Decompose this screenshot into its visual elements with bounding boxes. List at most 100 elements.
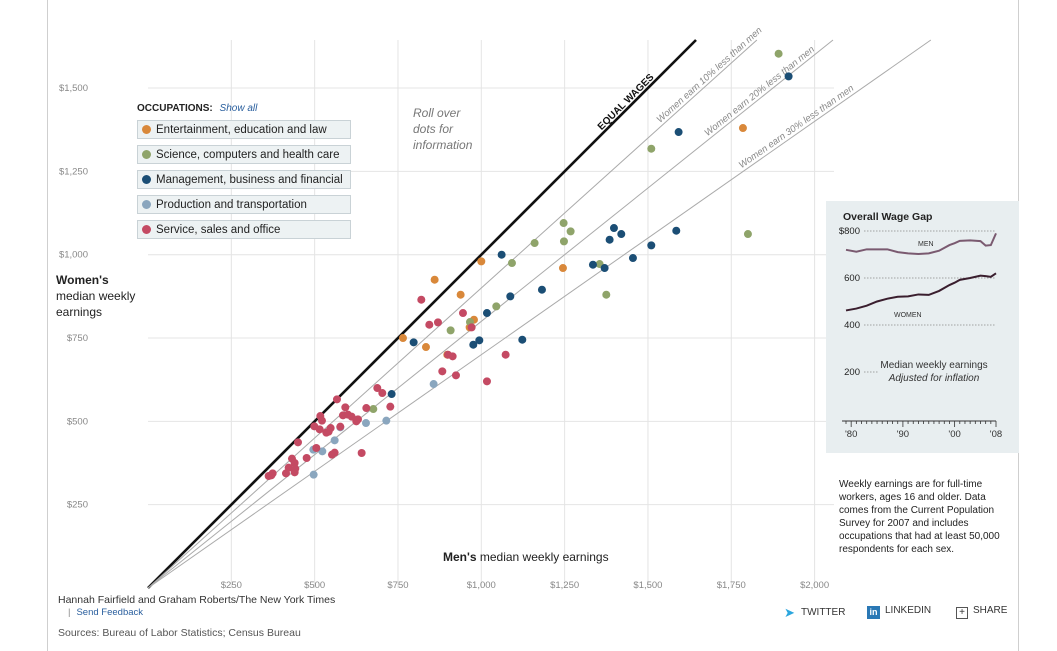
y-tick-label: $250: [67, 500, 88, 511]
legend-item-service[interactable]: Service, sales and office: [137, 220, 351, 239]
data-point[interactable]: [482, 377, 491, 386]
legend-item-entertainment[interactable]: Entertainment, education and law: [137, 120, 351, 139]
data-point[interactable]: [317, 416, 326, 425]
data-point[interactable]: [284, 463, 293, 472]
x-tick-label: $1,750: [717, 580, 746, 591]
data-point[interactable]: [421, 343, 430, 352]
data-point[interactable]: [382, 416, 391, 425]
linkedin-icon: in: [867, 606, 880, 619]
data-point[interactable]: [600, 264, 609, 273]
data-point[interactable]: [507, 259, 516, 268]
y-tick-label: $1,000: [59, 250, 88, 261]
inset-caption-1: Median weekly earnings: [880, 360, 987, 371]
y-tick-label: $1,500: [59, 83, 88, 94]
x-axis-label-bold: Men's: [443, 550, 477, 564]
data-point[interactable]: [302, 454, 311, 463]
data-point[interactable]: [446, 326, 455, 335]
data-point[interactable]: [341, 403, 350, 412]
x-axis-label: Men's median weekly earnings: [443, 550, 609, 564]
data-point[interactable]: [559, 219, 568, 228]
data-point[interactable]: [318, 447, 327, 456]
linkedin-share-button[interactable]: in LINKEDIN: [867, 605, 931, 619]
data-point[interactable]: [672, 226, 681, 235]
data-point[interactable]: [467, 323, 476, 332]
data-point[interactable]: [492, 302, 501, 311]
data-point[interactable]: [628, 254, 637, 263]
data-point[interactable]: [482, 309, 491, 318]
data-point[interactable]: [566, 227, 575, 236]
data-point[interactable]: [530, 239, 539, 248]
legend-item-management[interactable]: Management, business and financial: [137, 170, 351, 189]
data-point[interactable]: [361, 419, 370, 428]
data-point[interactable]: [558, 264, 567, 273]
data-point[interactable]: [429, 380, 438, 389]
data-point[interactable]: [387, 390, 396, 399]
data-point[interactable]: [559, 237, 568, 246]
data-point[interactable]: [312, 444, 321, 453]
data-point[interactable]: [293, 438, 302, 447]
data-point[interactable]: [398, 334, 407, 343]
data-point[interactable]: [268, 469, 277, 478]
data-point[interactable]: [378, 389, 387, 398]
data-point[interactable]: [330, 448, 339, 457]
data-point[interactable]: [290, 468, 299, 477]
show-all-link[interactable]: Show all: [219, 103, 258, 114]
x-tick-label: $500: [304, 580, 325, 591]
data-point[interactable]: [588, 260, 597, 269]
data-point[interactable]: [425, 320, 434, 329]
data-point[interactable]: [456, 290, 465, 299]
data-point[interactable]: [386, 402, 395, 411]
data-point[interactable]: [497, 250, 506, 259]
data-point[interactable]: [647, 241, 656, 250]
data-point[interactable]: [451, 371, 460, 380]
legend-item-production[interactable]: Production and transportation: [137, 195, 351, 214]
data-point[interactable]: [357, 449, 366, 458]
data-point[interactable]: [336, 422, 345, 431]
data-point[interactable]: [475, 336, 484, 345]
data-point[interactable]: [617, 230, 626, 239]
data-point[interactable]: [409, 338, 418, 347]
data-point[interactable]: [433, 318, 442, 327]
data-point[interactable]: [448, 352, 457, 361]
data-point[interactable]: [605, 235, 614, 244]
methodology-note: Weekly earnings are for full-time worker…: [839, 479, 1000, 555]
data-point[interactable]: [469, 340, 478, 349]
data-point[interactable]: [330, 436, 339, 445]
data-point[interactable]: [477, 257, 486, 266]
data-point[interactable]: [647, 144, 656, 153]
data-point[interactable]: [430, 275, 439, 284]
legend-label: Science, computers and health care: [156, 149, 340, 161]
data-point[interactable]: [743, 230, 752, 239]
data-point[interactable]: [332, 395, 341, 404]
data-point[interactable]: [324, 427, 333, 436]
data-point[interactable]: [609, 224, 618, 233]
data-point[interactable]: [438, 367, 447, 376]
data-point[interactable]: [537, 285, 546, 294]
twitter-share-button[interactable]: ➤ TWITTER: [784, 605, 845, 620]
send-feedback-text: Send Feedback: [76, 607, 144, 618]
data-point[interactable]: [784, 72, 793, 81]
inset-y-tick-label: 200: [844, 367, 860, 378]
data-point[interactable]: [774, 49, 783, 58]
reference-line-label: Women earn 10% less than men: [655, 25, 765, 125]
data-point[interactable]: [362, 404, 371, 413]
legend-item-science[interactable]: Science, computers and health care: [137, 145, 351, 164]
data-point[interactable]: [501, 350, 510, 359]
data-point[interactable]: [369, 405, 378, 414]
data-point[interactable]: [373, 384, 382, 393]
share-button[interactable]: + SHARE: [956, 605, 1007, 619]
women-earnings-line: [845, 272, 997, 312]
data-point[interactable]: [602, 290, 611, 299]
data-point[interactable]: [309, 470, 318, 479]
data-point[interactable]: [352, 417, 361, 426]
data-point[interactable]: [458, 309, 467, 318]
data-point[interactable]: [674, 128, 683, 137]
send-feedback-link[interactable]: | Send Feedback: [68, 607, 143, 618]
reference-line: [147, 39, 758, 589]
data-point[interactable]: [518, 335, 527, 344]
data-point[interactable]: [417, 295, 426, 304]
data-point[interactable]: [738, 124, 747, 133]
data-point[interactable]: [506, 292, 515, 301]
inset-grid: $800 600 400 200: [839, 226, 996, 378]
data-point[interactable]: [315, 425, 324, 434]
